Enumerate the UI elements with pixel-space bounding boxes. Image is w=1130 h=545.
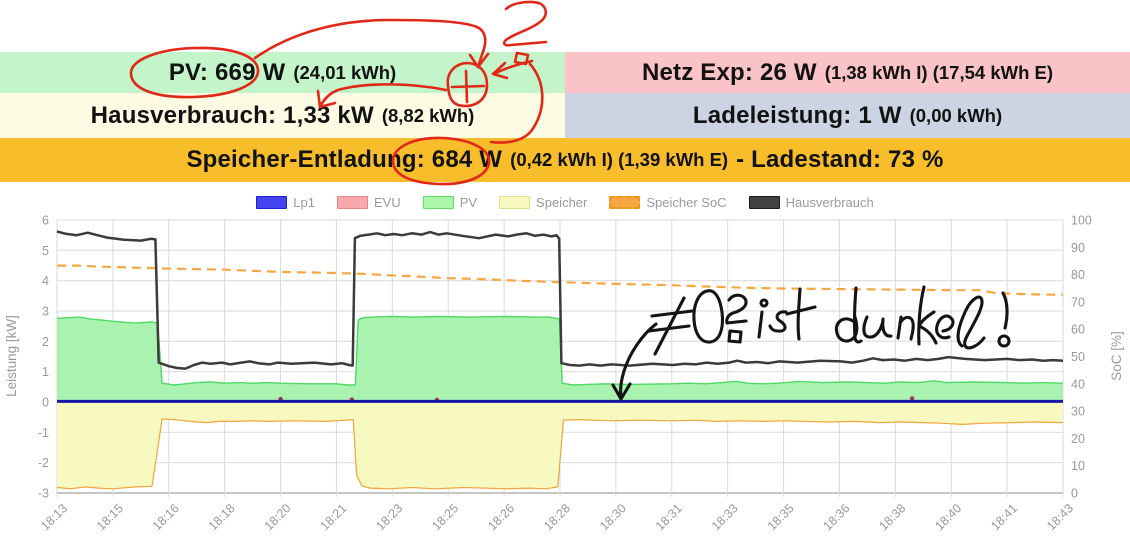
battery-soc-value: - Ladestand: 73 % (736, 146, 944, 173)
x-tick-label: 18:33 (709, 501, 741, 533)
legend-item-evu[interactable]: EVU (336, 195, 401, 210)
y-right-tick-label: 40 (1071, 377, 1085, 391)
x-tick-label: 18:38 (876, 501, 908, 533)
x-tick-label: 18:40 (932, 501, 964, 533)
legend-label: Lp1 (293, 195, 315, 210)
legend-label: Hausverbrauch (785, 195, 874, 210)
header-row-3: Speicher-Entladung: 684 W (0,42 kWh I) (… (0, 138, 1130, 182)
legend-item-hausverbrauch[interactable]: Hausverbrauch (748, 195, 874, 210)
legend-swatch-icon (499, 196, 531, 209)
legend-item-lp1[interactable]: Lp1 (256, 195, 315, 210)
y-right-tick-label: 50 (1071, 350, 1085, 364)
series-edge-Speicher (56, 418, 1064, 490)
x-tick-label: 18:25 (429, 501, 461, 533)
x-tick-label: 18:36 (821, 501, 853, 533)
x-tick-label: 18:18 (206, 501, 238, 533)
y-left-tick-label: 5 (42, 244, 49, 258)
battery-discharge-energy: (0,42 kWh I) (1,39 kWh E) (510, 149, 729, 170)
legend-label: Speicher (536, 195, 588, 210)
grid-export-value: Netz Exp: 26 W (641, 58, 817, 86)
y-left-tick-label: -1 (38, 426, 49, 440)
charge-power-summary: Ladeleistung: 1 W (0,00 kWh) (565, 93, 1130, 138)
y-right-tick-label: 0 (1071, 487, 1078, 501)
legend-swatch-icon (256, 196, 288, 209)
legend-swatch-icon (422, 196, 454, 209)
y-right-tick-label: 10 (1071, 459, 1085, 473)
grid-export-energy: (1,38 kWh I) (17,54 kWh E) (824, 61, 1054, 83)
legend-swatch-icon (609, 196, 641, 209)
legend-label: PV (459, 195, 478, 210)
y-right-tick-label: 20 (1071, 432, 1085, 446)
y-right-tick-label: 90 (1071, 241, 1085, 255)
y-right-tick-label: 60 (1071, 323, 1085, 337)
y-right-axis-title: SoC [%] (1109, 331, 1124, 381)
series-line-Hausverbrauch (56, 230, 1064, 370)
series-edge-PV (56, 315, 1064, 386)
y-left-axis-title: Leistung [kW] (4, 315, 19, 397)
y-left-tick-label: 1 (42, 365, 49, 379)
pv-energy: (24,01 kWh) (293, 61, 397, 83)
y-left-tick-label: -3 (38, 487, 49, 501)
x-tick-label: 18:21 (318, 501, 350, 533)
y-left-tick-label: 0 (42, 396, 49, 410)
chart-legend: Lp1 EVU PV Speicher Speicher SoC Hausverbrauc… (0, 195, 1130, 210)
series-area-PV (57, 316, 1063, 402)
series-dot-EVU (909, 396, 915, 401)
legend-label: Speicher SoC (646, 195, 727, 210)
y-right-tick-label: 80 (1071, 268, 1085, 282)
x-tick-label: 18:15 (94, 501, 126, 533)
legend-label: EVU (373, 195, 401, 210)
legend-swatch-icon (748, 196, 780, 209)
x-tick-label: 18:43 (1044, 501, 1076, 533)
y-left-tick-label: -2 (38, 456, 49, 470)
legend-swatch-icon (336, 196, 368, 209)
y-right-tick-label: 30 (1071, 405, 1085, 419)
y-left-tick-label: 4 (42, 274, 49, 288)
x-tick-label: 18:26 (485, 501, 517, 533)
x-tick-label: 18:13 (38, 501, 70, 533)
y-right-tick-label: 70 (1071, 295, 1085, 309)
pv-value: PV: 669 W (168, 58, 286, 86)
header-row-2: Hausverbrauch: 1,33 kW (8,82 kWh) Ladele… (0, 93, 1130, 138)
legend-item-speicher-soc[interactable]: Speicher SoC (609, 195, 727, 210)
grid-export-summary: Netz Exp: 26 W (1,38 kWh I) (17,54 kWh E… (565, 52, 1130, 93)
red-question-scribble-icon (502, 0, 548, 47)
charge-power-energy: (0,00 kWh) (909, 104, 1003, 126)
y-left-tick-label: 3 (42, 305, 49, 319)
legend-item-speicher[interactable]: Speicher (499, 195, 587, 210)
series-area-Speicher (57, 402, 1063, 489)
house-consumption-value: Hausverbrauch: 1,33 kW (90, 101, 374, 129)
x-tick-label: 18:30 (597, 501, 629, 533)
pv-summary: PV: 669 W (24,01 kWh) (0, 52, 565, 93)
house-consumption-energy: (8,82 kWh) (381, 104, 475, 126)
y-left-tick-label: 6 (42, 214, 49, 228)
charge-power-value: Ladeleistung: 1 W (692, 101, 902, 129)
battery-discharge-value: Speicher-Entladung: 684 W (186, 146, 503, 173)
x-tick-label: 18:41 (988, 501, 1020, 533)
house-consumption-summary: Hausverbrauch: 1,33 kW (8,82 kWh) (0, 93, 565, 138)
header-row-1: PV: 669 W (24,01 kWh) Netz Exp: 26 W (1,… (0, 52, 1130, 93)
x-tick-label: 18:31 (653, 501, 685, 533)
x-tick-label: 18:20 (262, 501, 294, 533)
y-right-tick-label: 100 (1071, 214, 1092, 228)
battery-discharge-summary: Speicher-Entladung: 684 W (0,42 kWh I) (… (0, 138, 1130, 182)
x-tick-label: 18:35 (765, 501, 797, 533)
x-tick-label: 18:28 (541, 501, 573, 533)
x-tick-label: 18:23 (373, 501, 405, 533)
x-tick-label: 18:16 (150, 501, 182, 533)
y-left-tick-label: 2 (42, 335, 49, 349)
legend-item-pv[interactable]: PV (422, 195, 478, 210)
